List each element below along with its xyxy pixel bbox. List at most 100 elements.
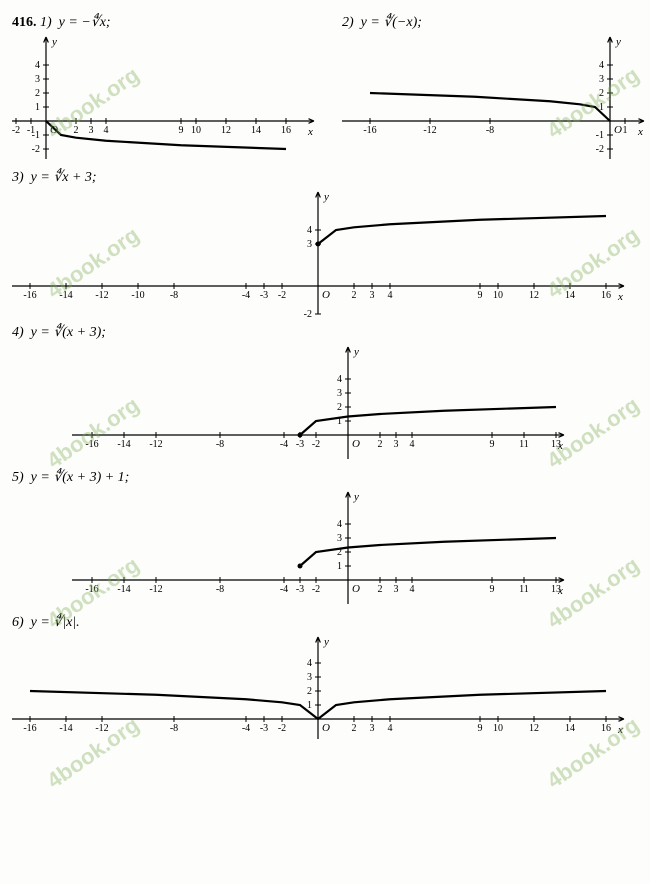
svg-text:-4: -4 [242, 290, 250, 301]
svg-text:4: 4 [410, 584, 415, 595]
svg-text:3: 3 [370, 290, 375, 301]
svg-text:1: 1 [337, 561, 342, 572]
svg-text:y: y [323, 191, 329, 203]
row-1-2: 416. 1) y = −∜x; -2-1234910121416-2-1123… [8, 8, 642, 163]
svg-text:-16: -16 [85, 439, 98, 450]
svg-text:x: x [307, 126, 313, 138]
svg-text:9: 9 [478, 723, 483, 734]
svg-text:y: y [353, 491, 359, 503]
svg-text:-12: -12 [149, 439, 162, 450]
svg-text:4: 4 [307, 225, 312, 236]
svg-text:2: 2 [352, 723, 357, 734]
problem-id-1: 1 [40, 15, 47, 30]
svg-text:-8: -8 [216, 439, 224, 450]
svg-text:9: 9 [478, 290, 483, 301]
svg-text:y: y [353, 346, 359, 358]
formula-4: y = ∜(x + 3); [31, 325, 106, 340]
svg-text:2: 2 [352, 290, 357, 301]
svg-text:3: 3 [307, 239, 312, 250]
svg-text:3: 3 [89, 125, 94, 136]
svg-text:-8: -8 [216, 584, 224, 595]
svg-text:x: x [557, 585, 563, 597]
svg-text:-16: -16 [85, 584, 98, 595]
svg-text:-8: -8 [170, 290, 178, 301]
svg-text:-12: -12 [95, 723, 108, 734]
problem-id-4: 4 [12, 325, 19, 340]
svg-text:12: 12 [529, 723, 539, 734]
svg-text:-4: -4 [280, 439, 288, 450]
svg-text:1: 1 [307, 700, 312, 711]
svg-text:-3: -3 [296, 584, 304, 595]
svg-text:y: y [51, 36, 57, 48]
chart-1: -2-1234910121416-2-11234Oxy [8, 33, 318, 163]
svg-text:-3: -3 [260, 290, 268, 301]
svg-text:16: 16 [281, 125, 291, 136]
svg-text:-10: -10 [131, 290, 144, 301]
svg-text:3: 3 [337, 533, 342, 544]
svg-text:-2: -2 [596, 144, 604, 155]
svg-text:2: 2 [337, 402, 342, 413]
formula-3: y = ∜x + 3; [31, 170, 97, 185]
svg-text:O: O [352, 438, 360, 450]
svg-text:-14: -14 [59, 723, 72, 734]
chart-4: -16-14-12-8-4-3-2234911131234Oxy [68, 343, 568, 463]
svg-text:4: 4 [599, 60, 604, 71]
block-2: 2) y = ∜(−x); -16-12-81-2-11234Oxy [338, 8, 648, 163]
svg-text:4: 4 [337, 519, 342, 530]
svg-text:-8: -8 [486, 125, 494, 136]
svg-text:-3: -3 [296, 439, 304, 450]
svg-text:14: 14 [565, 723, 575, 734]
svg-text:3: 3 [35, 74, 40, 85]
svg-text:3: 3 [307, 672, 312, 683]
svg-text:2: 2 [307, 686, 312, 697]
svg-text:9: 9 [490, 584, 495, 595]
svg-text:16: 16 [601, 290, 611, 301]
svg-text:-12: -12 [149, 584, 162, 595]
label-4: 4) y = ∜(x + 3); [12, 324, 642, 341]
svg-text:x: x [617, 724, 623, 736]
problem-id-2: 2 [342, 15, 349, 30]
svg-text:-14: -14 [59, 290, 72, 301]
svg-text:-2: -2 [278, 723, 286, 734]
svg-text:12: 12 [221, 125, 231, 136]
svg-text:-16: -16 [23, 290, 36, 301]
svg-text:-16: -16 [23, 723, 36, 734]
svg-text:3: 3 [394, 584, 399, 595]
svg-text:1: 1 [623, 125, 628, 136]
svg-text:O: O [614, 124, 622, 136]
svg-text:-2: -2 [312, 439, 320, 450]
svg-text:2: 2 [378, 584, 383, 595]
label-3: 3) y = ∜x + 3; [12, 169, 642, 186]
svg-text:-16: -16 [363, 125, 376, 136]
svg-text:3: 3 [394, 439, 399, 450]
svg-text:-1: -1 [32, 130, 40, 141]
svg-text:-2: -2 [278, 290, 286, 301]
svg-text:4: 4 [388, 723, 393, 734]
svg-text:11: 11 [519, 439, 529, 450]
svg-text:-3: -3 [260, 723, 268, 734]
problem-id-3: 3 [12, 170, 19, 185]
formula-1: y = −∜x; [59, 15, 111, 30]
problem-id-5: 5 [12, 470, 19, 485]
svg-text:16: 16 [601, 723, 611, 734]
svg-text:-8: -8 [170, 723, 178, 734]
svg-text:2: 2 [74, 125, 79, 136]
svg-text:-2: -2 [12, 125, 20, 136]
formula-5: y = ∜(x + 3) + 1; [31, 470, 130, 485]
svg-text:-2: -2 [304, 309, 312, 318]
svg-text:12: 12 [529, 290, 539, 301]
problem-id-6: 6 [12, 615, 19, 630]
label-6: 6) y = ∜|x|. [12, 614, 642, 631]
svg-text:10: 10 [493, 290, 503, 301]
label-2: 2) y = ∜(−x); [342, 14, 648, 31]
svg-text:y: y [615, 36, 621, 48]
svg-text:10: 10 [191, 125, 201, 136]
svg-text:O: O [322, 722, 330, 734]
svg-text:x: x [557, 440, 563, 452]
svg-text:-14: -14 [117, 439, 130, 450]
svg-text:4: 4 [410, 439, 415, 450]
svg-text:-4: -4 [280, 584, 288, 595]
chart-6: -16-14-12-8-4-3-22349101214161234Oxy [8, 633, 628, 743]
svg-text:4: 4 [388, 290, 393, 301]
svg-text:3: 3 [599, 74, 604, 85]
